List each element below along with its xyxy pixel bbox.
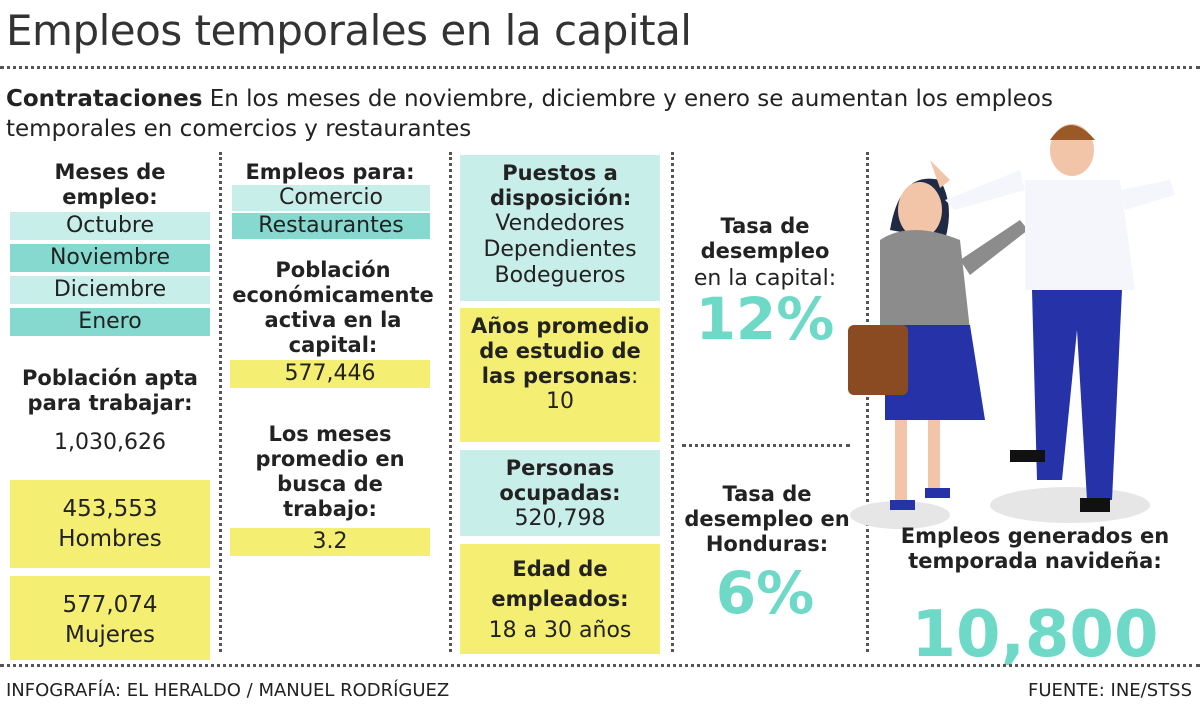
position: Dependientes [483,237,637,262]
study-label: Años promedio de estudio de las personas [470,314,650,388]
season-jobs-label: Empleos generados en temporada navideña: [900,524,1170,573]
employed-label: Personas ocupadas: [499,456,621,505]
employed-box: Personas ocupadas: 520,798 [460,450,660,536]
separator [449,152,452,652]
month: Octubre [10,212,210,240]
honduras-rate-label: Tasa de desempleo en Honduras: [684,482,850,556]
title: Empleos temporales en la capital [6,6,692,55]
age-box: Edad de empleados: 18 a 30 años [460,544,660,654]
separator [671,152,674,652]
rule [0,664,1200,667]
working-age-value: 1,030,626 [54,430,166,455]
season-jobs-value: 10,800 [911,598,1159,672]
separator [866,152,869,652]
job-type: Restaurantes [232,213,430,239]
study-box: Años promedio de estudio de las personas… [460,308,660,442]
women-box: 577,074 Mujeres [10,576,210,660]
women-label: Mujeres [64,622,156,648]
age-value: 18 a 30 años [488,618,632,643]
capital-rate-sublabel: en la capital: [693,266,837,291]
search-value: 3.2 [230,528,430,556]
age-label: Edad de empleados: [491,557,629,611]
men-label: Hombres [58,526,162,552]
honduras-rate-value: 6% [715,559,815,627]
employed-value: 520,798 [514,506,606,531]
credit: INFOGRAFÍA: EL HERALDO / MANUEL RODRÍGUE… [6,680,450,701]
months-label: Meses de empleo: [54,160,166,209]
lead-bold: Contrataciones [6,86,203,112]
lead-text: En los meses de noviembre, diciembre y e… [6,86,1053,142]
active-label: Población económicamente activa en la ca… [232,258,434,357]
month: Diciembre [10,276,210,304]
working-age-label: Población apta para trabajar: [22,366,198,415]
rule [0,66,1200,69]
illustration [848,124,1175,529]
study-value: 10 [546,389,574,414]
active-value: 577,446 [230,360,430,388]
separator [219,152,222,652]
lead: Contrataciones En los meses de noviembre… [6,84,1176,144]
capital-rate-label: Tasa de desempleo [700,214,830,263]
rule [682,444,850,447]
month: Noviembre [10,244,210,272]
men-box: 453,553 Hombres [10,480,210,568]
women-value: 577,074 [62,592,158,618]
position: Vendedores [495,211,625,236]
positions-label: Puestos a disposición: [490,161,632,210]
capital-rate-value: 12% [695,285,835,353]
position: Bodegueros [494,263,626,288]
study-suffix: : [631,364,639,388]
month: Enero [10,308,210,336]
positions-box: Puestos a disposición: Vendedores Depend… [460,155,660,301]
jobs-for-label: Empleos para: [245,160,415,184]
search-label: Los meses promedio en busca de trabajo: [255,422,405,521]
men-value: 453,553 [62,496,158,522]
job-type: Comercio [232,185,430,211]
source: FUENTE: INE/STSS [1027,680,1192,701]
